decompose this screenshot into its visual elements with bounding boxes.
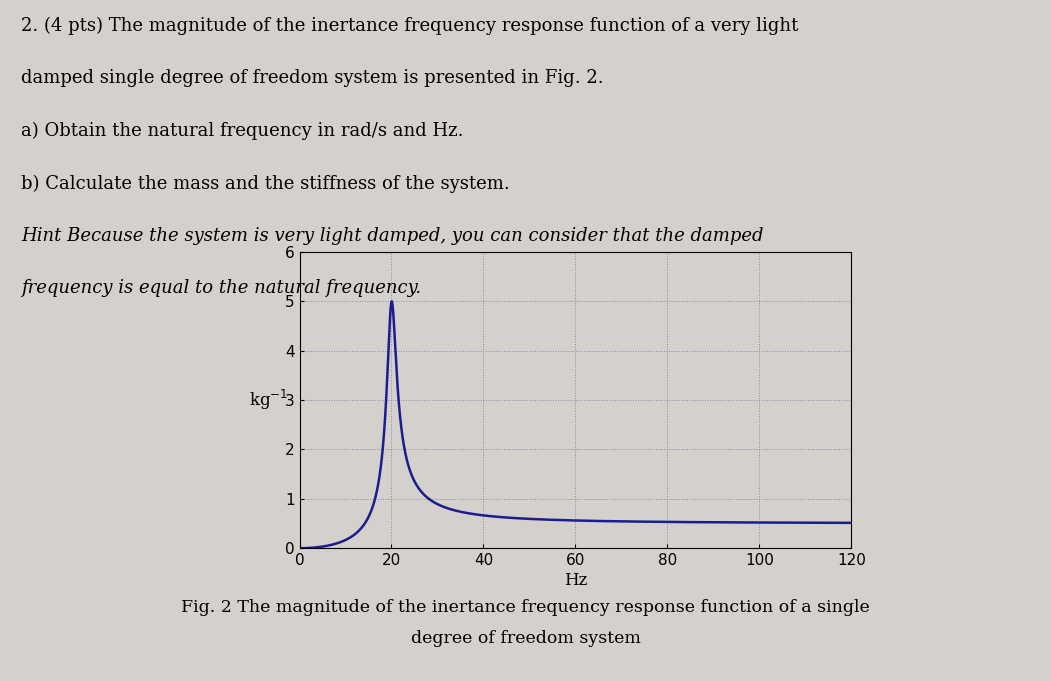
Y-axis label: kg$^{-1}$: kg$^{-1}$ [249, 388, 288, 412]
Text: damped single degree of freedom system is presented in Fig. 2.: damped single degree of freedom system i… [21, 69, 603, 87]
X-axis label: Hz: Hz [563, 572, 588, 589]
Text: 2. (4 pts) The magnitude of the inertance frequency response function of a very : 2. (4 pts) The magnitude of the inertanc… [21, 17, 799, 35]
Text: Fig. 2 The magnitude of the inertance frequency response function of a single: Fig. 2 The magnitude of the inertance fr… [181, 599, 870, 616]
Text: Hint Because the system is very light damped, you can consider that the damped: Hint Because the system is very light da… [21, 227, 763, 244]
Text: b) Calculate the mass and the stiffness of the system.: b) Calculate the mass and the stiffness … [21, 174, 510, 193]
Text: degree of freedom system: degree of freedom system [411, 630, 640, 647]
Text: a) Obtain the natural frequency in rad/s and Hz.: a) Obtain the natural frequency in rad/s… [21, 122, 463, 140]
Text: frequency is equal to the natural frequency.: frequency is equal to the natural freque… [21, 279, 421, 297]
